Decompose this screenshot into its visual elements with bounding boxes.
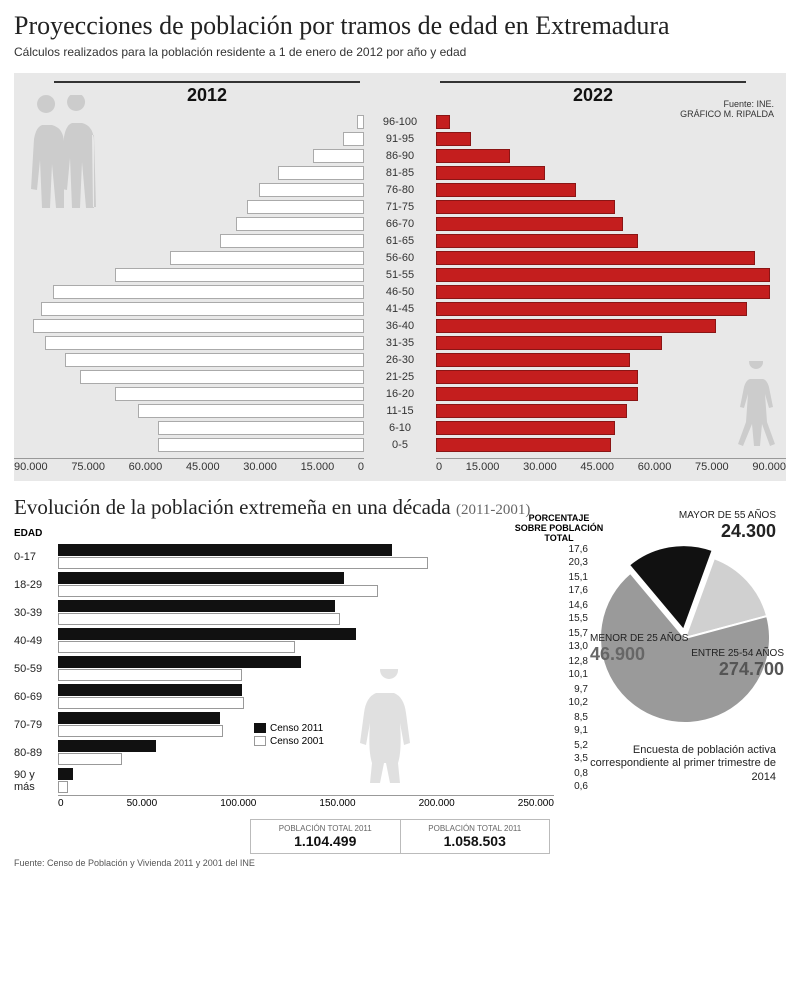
pyramid-bar-left xyxy=(115,387,364,401)
pyramid-bar-right xyxy=(436,166,545,180)
pyramid-bar-left xyxy=(80,370,364,384)
age-label: 91-95 xyxy=(364,131,436,148)
age-label: 11-15 xyxy=(364,403,436,420)
evolution-row: 18-2915,117,6 xyxy=(14,571,554,599)
pyramid-bar-right xyxy=(436,132,471,146)
main-title: Proyecciones de población por tramos de … xyxy=(14,12,786,41)
pyramid-bar-right xyxy=(436,421,615,435)
pyramid-bar-left xyxy=(313,149,364,163)
pyramid-bar-left xyxy=(158,421,364,435)
pyramid-bar-right xyxy=(436,319,716,333)
person-silhouette-icon xyxy=(354,669,424,789)
pyramid-bar-left xyxy=(357,115,364,129)
pyramid-bar-right xyxy=(436,336,662,350)
age-label: 76-80 xyxy=(364,182,436,199)
pyramid-bar-right xyxy=(436,149,510,163)
pyramid-bar-right xyxy=(436,285,770,299)
pie-chart: MAYOR DE 55 AÑOS 24.300 MENOR DE 25 AÑOS… xyxy=(554,528,784,809)
evolution-row: 60-699,710,2 xyxy=(14,683,554,711)
pyramid-bar-left xyxy=(158,438,364,452)
evolution-legend: Censo 2011 Censo 2001 xyxy=(254,721,324,749)
pyramid-chart: Fuente: INE. GRÁFICO M. RIPALDA 2012 202… xyxy=(14,73,786,481)
age-label: 31-35 xyxy=(364,335,436,352)
age-label: 46-50 xyxy=(364,284,436,301)
pyramid-bar-right xyxy=(436,200,615,214)
age-label: 56-60 xyxy=(364,250,436,267)
pyramid-bar-right xyxy=(436,115,450,129)
pyramid-bar-left xyxy=(53,285,364,299)
pyramid-bar-left xyxy=(170,251,364,265)
age-label: 41-45 xyxy=(364,301,436,318)
evolution-title: Evolución de la población extremeña en u… xyxy=(14,495,786,520)
subtitle: Cálculos realizados para la población re… xyxy=(14,45,786,59)
source-top: Fuente: INE. xyxy=(680,99,774,109)
pyramid-bar-right xyxy=(436,234,638,248)
age-label: 21-25 xyxy=(364,369,436,386)
pyramid-bar-left xyxy=(220,234,364,248)
evolution-row: 0-1717,620,3 xyxy=(14,543,554,571)
source-bottom: Fuente: Censo de Población y Vivienda 20… xyxy=(14,858,786,868)
pie-caption: Encuesta de población activa correspondi… xyxy=(570,744,784,785)
age-label: 51-55 xyxy=(364,267,436,284)
pyramid-bar-left xyxy=(41,302,364,316)
pyramid-bar-left xyxy=(278,166,364,180)
pyramid-bar-left xyxy=(259,183,364,197)
age-label: 66-70 xyxy=(364,216,436,233)
evolution-chart: EDAD PORCENTAJE SOBRE POBLACIÓN TOTAL 0-… xyxy=(14,528,554,809)
age-label: 0-5 xyxy=(364,437,436,454)
age-label: 81-85 xyxy=(364,165,436,182)
pyramid-bar-left xyxy=(236,217,364,231)
pyramid-bar-right xyxy=(436,217,623,231)
pyramid-bar-right xyxy=(436,353,630,367)
pyramid-bar-left xyxy=(33,319,364,333)
pyramid-bar-right xyxy=(436,370,638,384)
pyramid-bar-right xyxy=(436,404,627,418)
pyramid-bar-right xyxy=(436,302,747,316)
age-label: 26-30 xyxy=(364,352,436,369)
age-label: 36-40 xyxy=(364,318,436,335)
pyramid-bar-left xyxy=(65,353,364,367)
pyramid-bar-left xyxy=(343,132,364,146)
evolution-row: 90 y más0,80,6 xyxy=(14,767,554,795)
age-label: 96-100 xyxy=(364,114,436,131)
evolution-row: 30-3914,615,5 xyxy=(14,599,554,627)
pyramid-bar-right xyxy=(436,251,755,265)
pyramid-bar-right xyxy=(436,183,576,197)
pyramid-bar-right xyxy=(436,268,770,282)
pyramid-bar-right xyxy=(436,387,638,401)
totals-box: POBLACIÓN TOTAL 2011 1.104.499 POBLACIÓN… xyxy=(250,819,550,854)
pyramid-bar-left xyxy=(45,336,364,350)
age-label: 6-10 xyxy=(364,420,436,437)
age-label: 61-65 xyxy=(364,233,436,250)
pyramid-bar-left xyxy=(115,268,364,282)
pyramid-bar-left xyxy=(138,404,364,418)
evolution-row: 40-4915,713,0 xyxy=(14,627,554,655)
pyramid-bar-right xyxy=(436,438,611,452)
age-label: 86-90 xyxy=(364,148,436,165)
age-label: 16-20 xyxy=(364,386,436,403)
edad-header: EDAD xyxy=(14,528,554,539)
pyramid-bar-left xyxy=(247,200,364,214)
evolution-row: 50-5912,810,1 xyxy=(14,655,554,683)
age-label: 71-75 xyxy=(364,199,436,216)
